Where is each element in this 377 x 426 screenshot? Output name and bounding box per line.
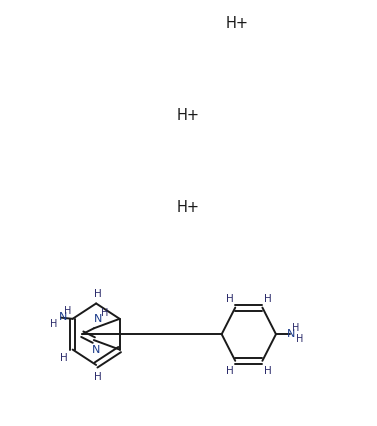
Text: H+: H+	[177, 107, 200, 123]
Text: H: H	[101, 308, 108, 317]
Text: N: N	[94, 313, 103, 323]
Text: H: H	[264, 294, 271, 303]
Text: H: H	[94, 288, 102, 299]
Text: H: H	[296, 334, 304, 344]
Text: N: N	[92, 345, 100, 354]
Text: H: H	[64, 305, 71, 315]
Text: N: N	[59, 311, 67, 321]
Text: H: H	[50, 318, 57, 328]
Text: N: N	[287, 328, 295, 339]
Text: H: H	[60, 352, 68, 363]
Text: H: H	[94, 371, 102, 381]
Text: H: H	[226, 294, 234, 303]
Text: H: H	[226, 366, 234, 375]
Text: H: H	[264, 366, 271, 375]
Text: H+: H+	[177, 199, 200, 214]
Text: H: H	[292, 322, 299, 332]
Text: H+: H+	[226, 16, 249, 31]
